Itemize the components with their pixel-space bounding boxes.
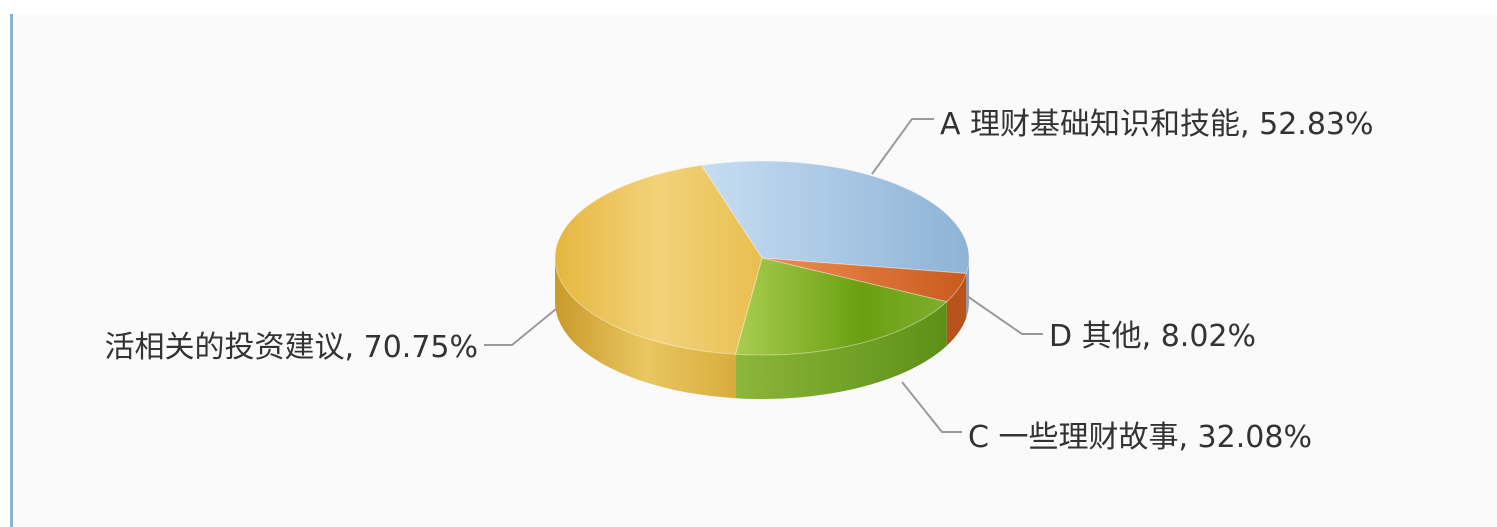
label-layer: A 理财基础知识和技能, 52.83% D 其他, 8.02% C 一些理财故事, … xyxy=(105,107,1374,455)
leader-line-d xyxy=(966,295,1043,335)
leader-line-a xyxy=(871,118,934,175)
leader-line-c xyxy=(901,381,962,433)
pie-slice-c xyxy=(734,257,948,356)
pie-side-b xyxy=(555,258,736,399)
pie-slice-d xyxy=(761,257,968,303)
pie-slice-a xyxy=(700,160,970,275)
pie-layer xyxy=(554,160,970,400)
pie-side-d xyxy=(946,273,967,346)
pie-slice-b xyxy=(554,164,763,355)
slice-label-d: D 其他, 8.02% xyxy=(1049,319,1256,354)
pie-side-c xyxy=(735,301,947,400)
leader-line-b xyxy=(484,308,557,346)
left-border-line xyxy=(10,14,13,527)
slice-label-c: C 一些理财故事, 32.08% xyxy=(968,420,1312,455)
slice-label-a: A 理财基础知识和技能, 52.83% xyxy=(940,107,1374,142)
slice-label-b: 活相关的投资建议, 70.75% xyxy=(105,330,478,365)
pie-side-a xyxy=(966,258,969,318)
